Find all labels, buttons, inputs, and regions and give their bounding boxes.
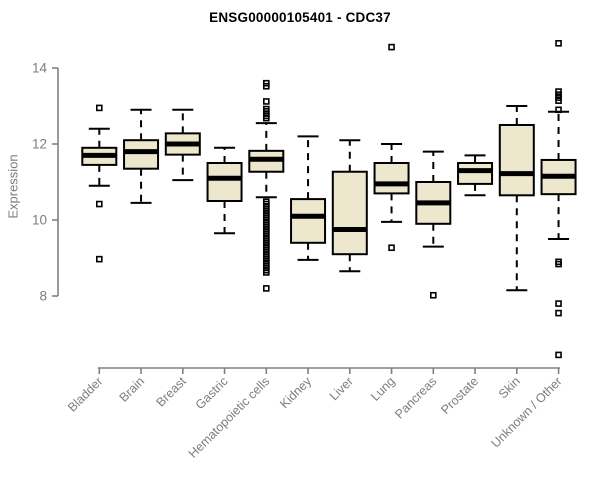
box-kidney	[290, 198, 327, 244]
outlier-bladder	[96, 255, 103, 263]
x-axis-label-gastric: Gastric	[193, 374, 231, 412]
box-gastric	[206, 162, 243, 202]
y-axis-tick-label: 12	[32, 137, 47, 152]
box-brain	[123, 139, 160, 170]
outlier-unknown-other	[555, 351, 562, 359]
x-axis-label-skin: Skin	[496, 374, 523, 401]
x-axis-label-liver: Liver	[327, 374, 356, 403]
outlier-lung	[388, 244, 395, 252]
outlier-unknown-other	[555, 309, 562, 317]
outlier-pancreas	[429, 291, 437, 299]
y-axis-tick-label: 10	[32, 213, 47, 228]
x-axis-label-bladder: Bladder	[65, 374, 105, 414]
x-axis-label-kidney: Kidney	[277, 374, 314, 411]
outlier-hematopoietic-cells	[262, 285, 270, 292]
outlier-hematopoietic-cells	[262, 98, 270, 105]
chart-title: ENSG00000105401 - CDC37	[209, 10, 391, 25]
x-axis-label-prostate: Prostate	[438, 374, 481, 417]
outlier-hematopoietic-cells	[262, 82, 270, 90]
outlier-bladder	[96, 104, 103, 112]
outlier-unknown-other	[555, 300, 562, 307]
outlier-unknown-other	[555, 106, 562, 114]
x-axis-label-unknown-other: Unknown / Other	[488, 374, 564, 450]
outlier-unknown-other	[555, 97, 562, 104]
outlier-hematopoietic-cells	[262, 269, 270, 276]
outlier-bladder	[96, 200, 103, 208]
outlier-hematopoietic-cells	[262, 114, 270, 122]
x-axis-label-hematopoietic-cells: Hematopoietic cells	[186, 374, 273, 461]
x-axis-label-pancreas: Pancreas	[392, 374, 439, 421]
y-axis-label: Expression	[5, 154, 21, 219]
box-prostate	[457, 162, 494, 185]
outlier-unknown-other	[555, 260, 562, 268]
outlier-lung	[388, 43, 395, 51]
box-liver	[331, 170, 368, 256]
y-axis-tick-label: 8	[39, 289, 47, 304]
x-axis-label-breast: Breast	[153, 374, 189, 410]
outlier-unknown-other	[555, 39, 562, 47]
box-lung	[373, 162, 410, 195]
box-skin	[498, 124, 535, 197]
x-axis-label-lung: Lung	[368, 374, 398, 404]
y-axis-tick-label: 14	[32, 61, 48, 76]
x-axis-label-brain: Brain	[117, 374, 148, 405]
